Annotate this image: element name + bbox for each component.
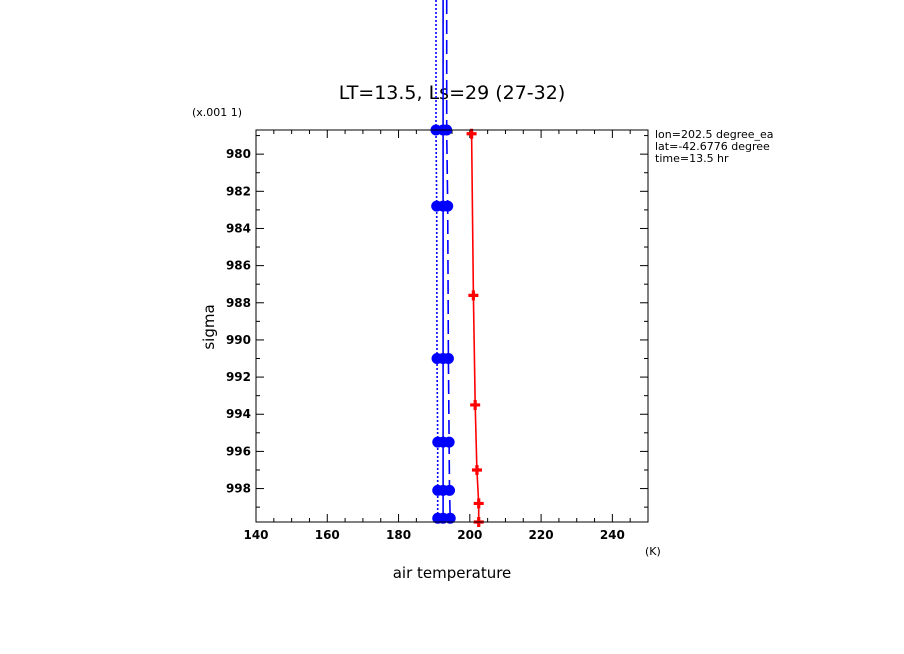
x-unit-label: (K) [645, 545, 661, 558]
y-tick-label: 998 [226, 482, 251, 496]
x-tick-label: 240 [600, 528, 625, 542]
y-tick-label: 988 [226, 296, 251, 310]
y-scale-note: (x.001 1) [192, 106, 242, 119]
x-axis-label: air temperature [393, 564, 512, 582]
data-point [471, 464, 482, 475]
x-tick-label: 180 [386, 528, 411, 542]
y-tick-label: 984 [226, 221, 251, 235]
tick-layer: 140 160 180 200 220 240 980 982 984 986 988 990 992 9… [226, 130, 649, 542]
data-point [432, 484, 444, 496]
data-point [470, 399, 481, 410]
data-point [444, 512, 456, 524]
y-tick-label: 994 [226, 407, 251, 421]
series-line [470, 133, 480, 522]
chart-title: LT=13.5, Ls=29 (27-32) [339, 82, 566, 104]
y-tick-label: 986 [226, 259, 251, 273]
y-axis-label: sigma [200, 304, 218, 349]
data-point [468, 290, 479, 301]
annotation-line: time=13.5 hr [655, 152, 729, 165]
data-point [432, 512, 444, 524]
y-tick-label: 980 [226, 147, 251, 161]
y-tick-label: 992 [226, 370, 251, 384]
annotation-line: lat=-42.6776 degree [655, 140, 770, 153]
data-point [431, 200, 443, 212]
data-point [442, 200, 454, 212]
data-point [431, 353, 443, 365]
plot-frame [255, 129, 649, 523]
x-tick-label: 160 [315, 528, 340, 542]
series-2 [430, 0, 444, 524]
y-tick-label: 996 [226, 444, 251, 458]
data-point [444, 484, 456, 496]
data-point [432, 436, 444, 448]
x-tick-label: 200 [457, 528, 482, 542]
data-point [443, 436, 455, 448]
annotation-line: lon=202.5 degree_ea [655, 128, 774, 141]
y-tick-label: 982 [226, 184, 251, 198]
series-3 [441, 0, 456, 524]
series-layer [430, 0, 484, 527]
series-0 [466, 128, 484, 527]
data-point [473, 498, 484, 509]
y-tick-label: 990 [226, 333, 251, 347]
x-tick-label: 140 [243, 528, 268, 542]
data-point [442, 353, 454, 365]
x-tick-label: 220 [529, 528, 554, 542]
